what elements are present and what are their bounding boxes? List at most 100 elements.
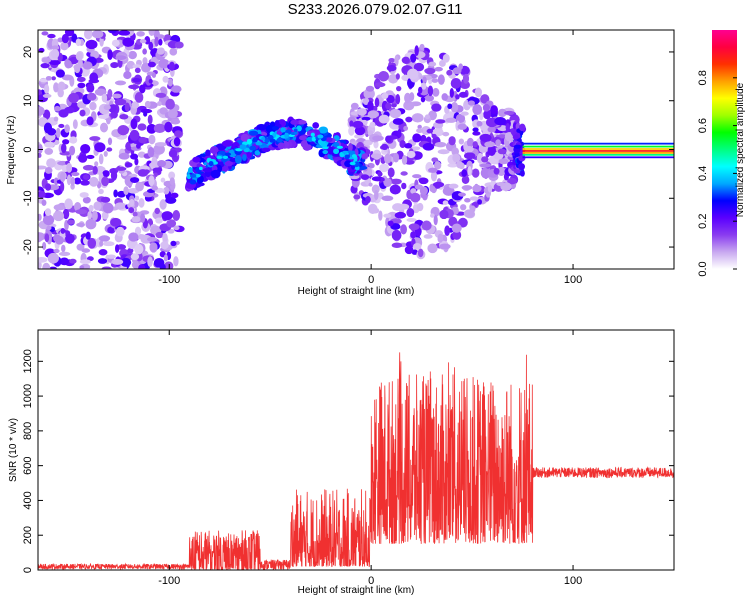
heatmap-arc-point bbox=[221, 140, 233, 147]
heatmap-speckle bbox=[44, 233, 50, 243]
heatmap-speckle bbox=[83, 30, 93, 40]
heatmap-speckle bbox=[169, 48, 178, 56]
heatmap-arc-point bbox=[347, 142, 353, 152]
heatmap-speckle bbox=[75, 38, 82, 47]
colorbar-tick: 0.8 bbox=[697, 70, 737, 85]
heatmap-speckle bbox=[159, 107, 168, 115]
heatmap-speckle bbox=[153, 123, 166, 134]
heatmap-edge-point bbox=[512, 134, 519, 140]
heatmap-speckle bbox=[40, 63, 50, 69]
heatmap-speckle bbox=[411, 113, 424, 123]
heatmap-speckle bbox=[38, 152, 42, 158]
heatmap-speckle bbox=[409, 92, 415, 102]
heatmap-speckle bbox=[484, 141, 496, 148]
heatmap-speckle bbox=[416, 202, 424, 212]
heatmap-speckle bbox=[38, 190, 46, 198]
heatmap-speckle bbox=[119, 113, 129, 120]
heatmap-speckle bbox=[172, 209, 181, 221]
heatmap-edge-point bbox=[519, 123, 526, 132]
heatmap-speckle bbox=[424, 94, 434, 102]
heatmap-arc-peak bbox=[224, 152, 232, 157]
heatmap-speckle bbox=[85, 39, 98, 50]
heatmap-speckle bbox=[101, 266, 112, 269]
heatmap-speckle bbox=[107, 226, 115, 234]
heatmap-speckle bbox=[434, 66, 443, 72]
svg-text:0: 0 bbox=[368, 575, 374, 587]
heatmap-speckle bbox=[361, 116, 371, 121]
heatmap-arc-peak bbox=[294, 131, 298, 135]
heatmap-arc-peak bbox=[189, 174, 197, 178]
heatmap-speckle bbox=[410, 188, 417, 195]
heatmap-speckle bbox=[82, 164, 95, 171]
heatmap-speckle bbox=[41, 199, 47, 206]
heatmap-speckle bbox=[372, 135, 384, 142]
heatmap-arc-peak bbox=[264, 138, 270, 144]
heatmap-speckle bbox=[110, 62, 119, 69]
heatmap-speckle bbox=[131, 216, 141, 223]
colorbar-label: Normalized spectral amplitude bbox=[735, 82, 746, 217]
heatmap-speckle bbox=[427, 85, 434, 97]
snr-ytick: 1000 bbox=[22, 384, 674, 408]
svg-text:0.8: 0.8 bbox=[697, 70, 709, 85]
heatmap-speckle bbox=[380, 177, 385, 182]
heatmap-speckle bbox=[460, 111, 469, 116]
heatmap-arc-peak bbox=[333, 148, 340, 155]
heatmap-speckle bbox=[44, 84, 50, 94]
heatmap-speckle bbox=[367, 110, 379, 119]
heatmap-speckle bbox=[79, 259, 91, 265]
heatmap-speckle bbox=[147, 61, 156, 68]
heatmap-speckle bbox=[496, 166, 506, 176]
svg-text:-100: -100 bbox=[158, 274, 180, 286]
heatmap-speckle bbox=[57, 81, 66, 91]
heatmap-speckle bbox=[106, 147, 113, 152]
heatmap-speckle bbox=[118, 152, 130, 160]
heatmap-speckle bbox=[417, 248, 424, 258]
heatmap-speckle bbox=[137, 123, 147, 131]
heatmap-speckle bbox=[392, 152, 400, 163]
heatmap-speckle bbox=[78, 154, 88, 163]
heatmap-speckle bbox=[51, 76, 56, 81]
heatmap-speckle bbox=[383, 213, 392, 218]
heatmap-speckle bbox=[404, 143, 413, 149]
heatmap-speckle bbox=[91, 30, 104, 39]
heatmap-speckle bbox=[406, 217, 417, 222]
heatmap-speckle bbox=[101, 211, 109, 220]
svg-text:600: 600 bbox=[22, 456, 34, 474]
heatmap-speckle bbox=[45, 75, 52, 81]
snr-xlabel: Height of straight line (km) bbox=[298, 585, 415, 596]
heatmap-speckle bbox=[42, 262, 51, 269]
heatmap-speckle bbox=[479, 163, 492, 168]
heatmap-speckle bbox=[450, 77, 462, 89]
heatmap-speckle bbox=[153, 143, 165, 155]
heatmap-speckle bbox=[164, 261, 174, 269]
heatmap-speckle bbox=[442, 53, 450, 63]
heatmap-speckle bbox=[41, 57, 52, 64]
heatmap-speckle bbox=[106, 254, 116, 259]
heatmap-speckle bbox=[400, 171, 408, 176]
heatmap-speckle bbox=[349, 120, 354, 128]
heatmap-speckle bbox=[437, 233, 444, 243]
heatmap-speckle bbox=[158, 58, 170, 69]
heatmap-speckle bbox=[151, 72, 157, 78]
heatmap-speckle bbox=[137, 169, 149, 177]
heatmap-speckle bbox=[92, 165, 98, 175]
heatmap-speckle bbox=[64, 124, 70, 133]
heatmap-speckle bbox=[412, 174, 422, 179]
heatmap-speckle bbox=[103, 104, 111, 111]
heatmap-speckle bbox=[114, 98, 127, 106]
heatmap-speckle bbox=[479, 133, 492, 142]
heatmap-speckle bbox=[124, 102, 130, 112]
heatmap-speckle bbox=[130, 153, 139, 160]
heatmap-speckle bbox=[134, 67, 141, 74]
heatmap-speckle bbox=[170, 118, 181, 125]
heatmap-ytick: -20 bbox=[22, 239, 674, 255]
heatmap-speckle bbox=[55, 69, 65, 78]
heatmap-speckle bbox=[148, 134, 156, 145]
snr-ytick: 200 bbox=[22, 526, 674, 544]
heatmap-speckle bbox=[53, 234, 61, 243]
heatmap-speckle bbox=[385, 135, 392, 143]
heatmap-speckle bbox=[98, 249, 108, 256]
heatmap-speckle bbox=[113, 189, 118, 198]
heatmap-speckle bbox=[163, 254, 168, 262]
